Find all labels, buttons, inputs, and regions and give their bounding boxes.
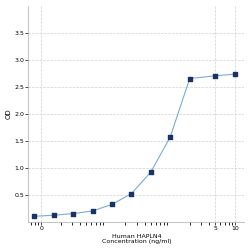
Point [213, 74, 217, 78]
Point [32, 214, 36, 218]
Point [233, 72, 237, 76]
Point [168, 135, 172, 139]
Point [52, 213, 56, 217]
Point [149, 170, 153, 174]
Point [71, 212, 75, 216]
Point [130, 192, 134, 196]
Y-axis label: OD: OD [6, 108, 12, 119]
Point [90, 209, 94, 213]
Point [188, 76, 192, 80]
X-axis label: Human HAPLN4
Concentration (ng/ml): Human HAPLN4 Concentration (ng/ml) [102, 234, 171, 244]
Point [110, 202, 114, 206]
